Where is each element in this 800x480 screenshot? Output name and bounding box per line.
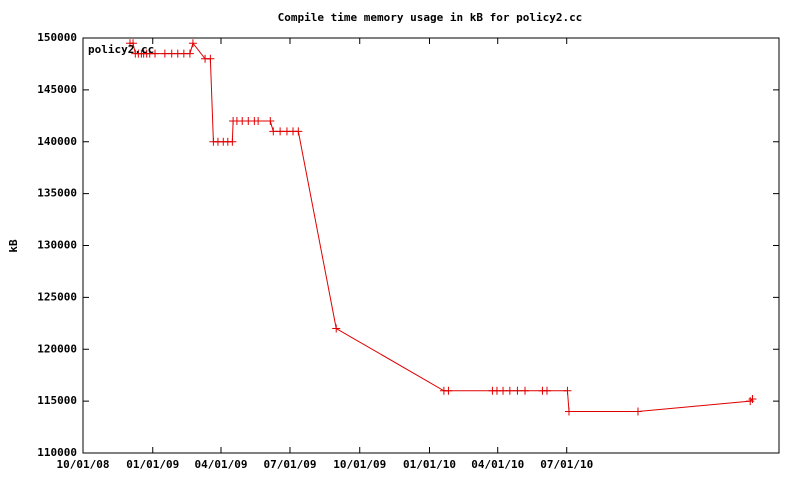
point-marker (185, 49, 194, 58)
point-marker (332, 324, 341, 333)
point-marker (160, 49, 169, 58)
point-marker (513, 386, 522, 395)
legend-label: policy2.cc (88, 43, 154, 56)
point-marker (254, 117, 263, 125)
y-tick-label: 115000 (37, 394, 77, 407)
data-line (130, 42, 753, 412)
point-marker (564, 407, 573, 416)
point-marker (266, 117, 275, 125)
y-tick-label: 140000 (37, 135, 77, 148)
point-marker (206, 54, 215, 63)
plot-frame (82, 37, 780, 454)
y-tick-label: 130000 (37, 239, 77, 252)
point-marker (633, 407, 642, 416)
point-marker (748, 395, 757, 404)
x-tick-label: 04/01/10 (471, 458, 524, 471)
x-tick-label: 10/01/09 (333, 458, 386, 471)
point-marker (499, 386, 508, 395)
point-marker (129, 39, 138, 48)
x-tick-label: 10/01/08 (57, 458, 110, 471)
y-tick-label: 125000 (37, 290, 77, 303)
point-marker (543, 386, 551, 395)
point-marker (269, 127, 278, 136)
x-tick-label: 01/01/09 (126, 458, 179, 471)
y-tick-label: 145000 (37, 83, 77, 96)
y-tick-label: 110000 (37, 446, 77, 459)
point-marker (276, 127, 285, 136)
y-tick-label: 150000 (37, 31, 77, 44)
point-marker (294, 127, 303, 136)
chart-title: Compile time memory usage in kB for poli… (278, 11, 583, 24)
x-tick-label: 01/01/10 (403, 458, 456, 471)
point-marker (563, 386, 572, 395)
y-tick-label: 120000 (37, 342, 77, 355)
y-axis-label: kB (7, 239, 20, 253)
point-marker (444, 386, 453, 395)
point-marker (746, 397, 755, 406)
point-marker (521, 386, 530, 395)
x-tick-label: 04/01/09 (194, 458, 247, 471)
point-marker (228, 137, 237, 146)
x-tick-label: 07/01/09 (263, 458, 316, 471)
point-marker (505, 386, 514, 395)
y-tick-label: 135000 (37, 187, 77, 200)
point-marker (188, 39, 197, 48)
x-tick-label: 07/01/10 (540, 458, 593, 471)
point-marker (151, 49, 160, 58)
